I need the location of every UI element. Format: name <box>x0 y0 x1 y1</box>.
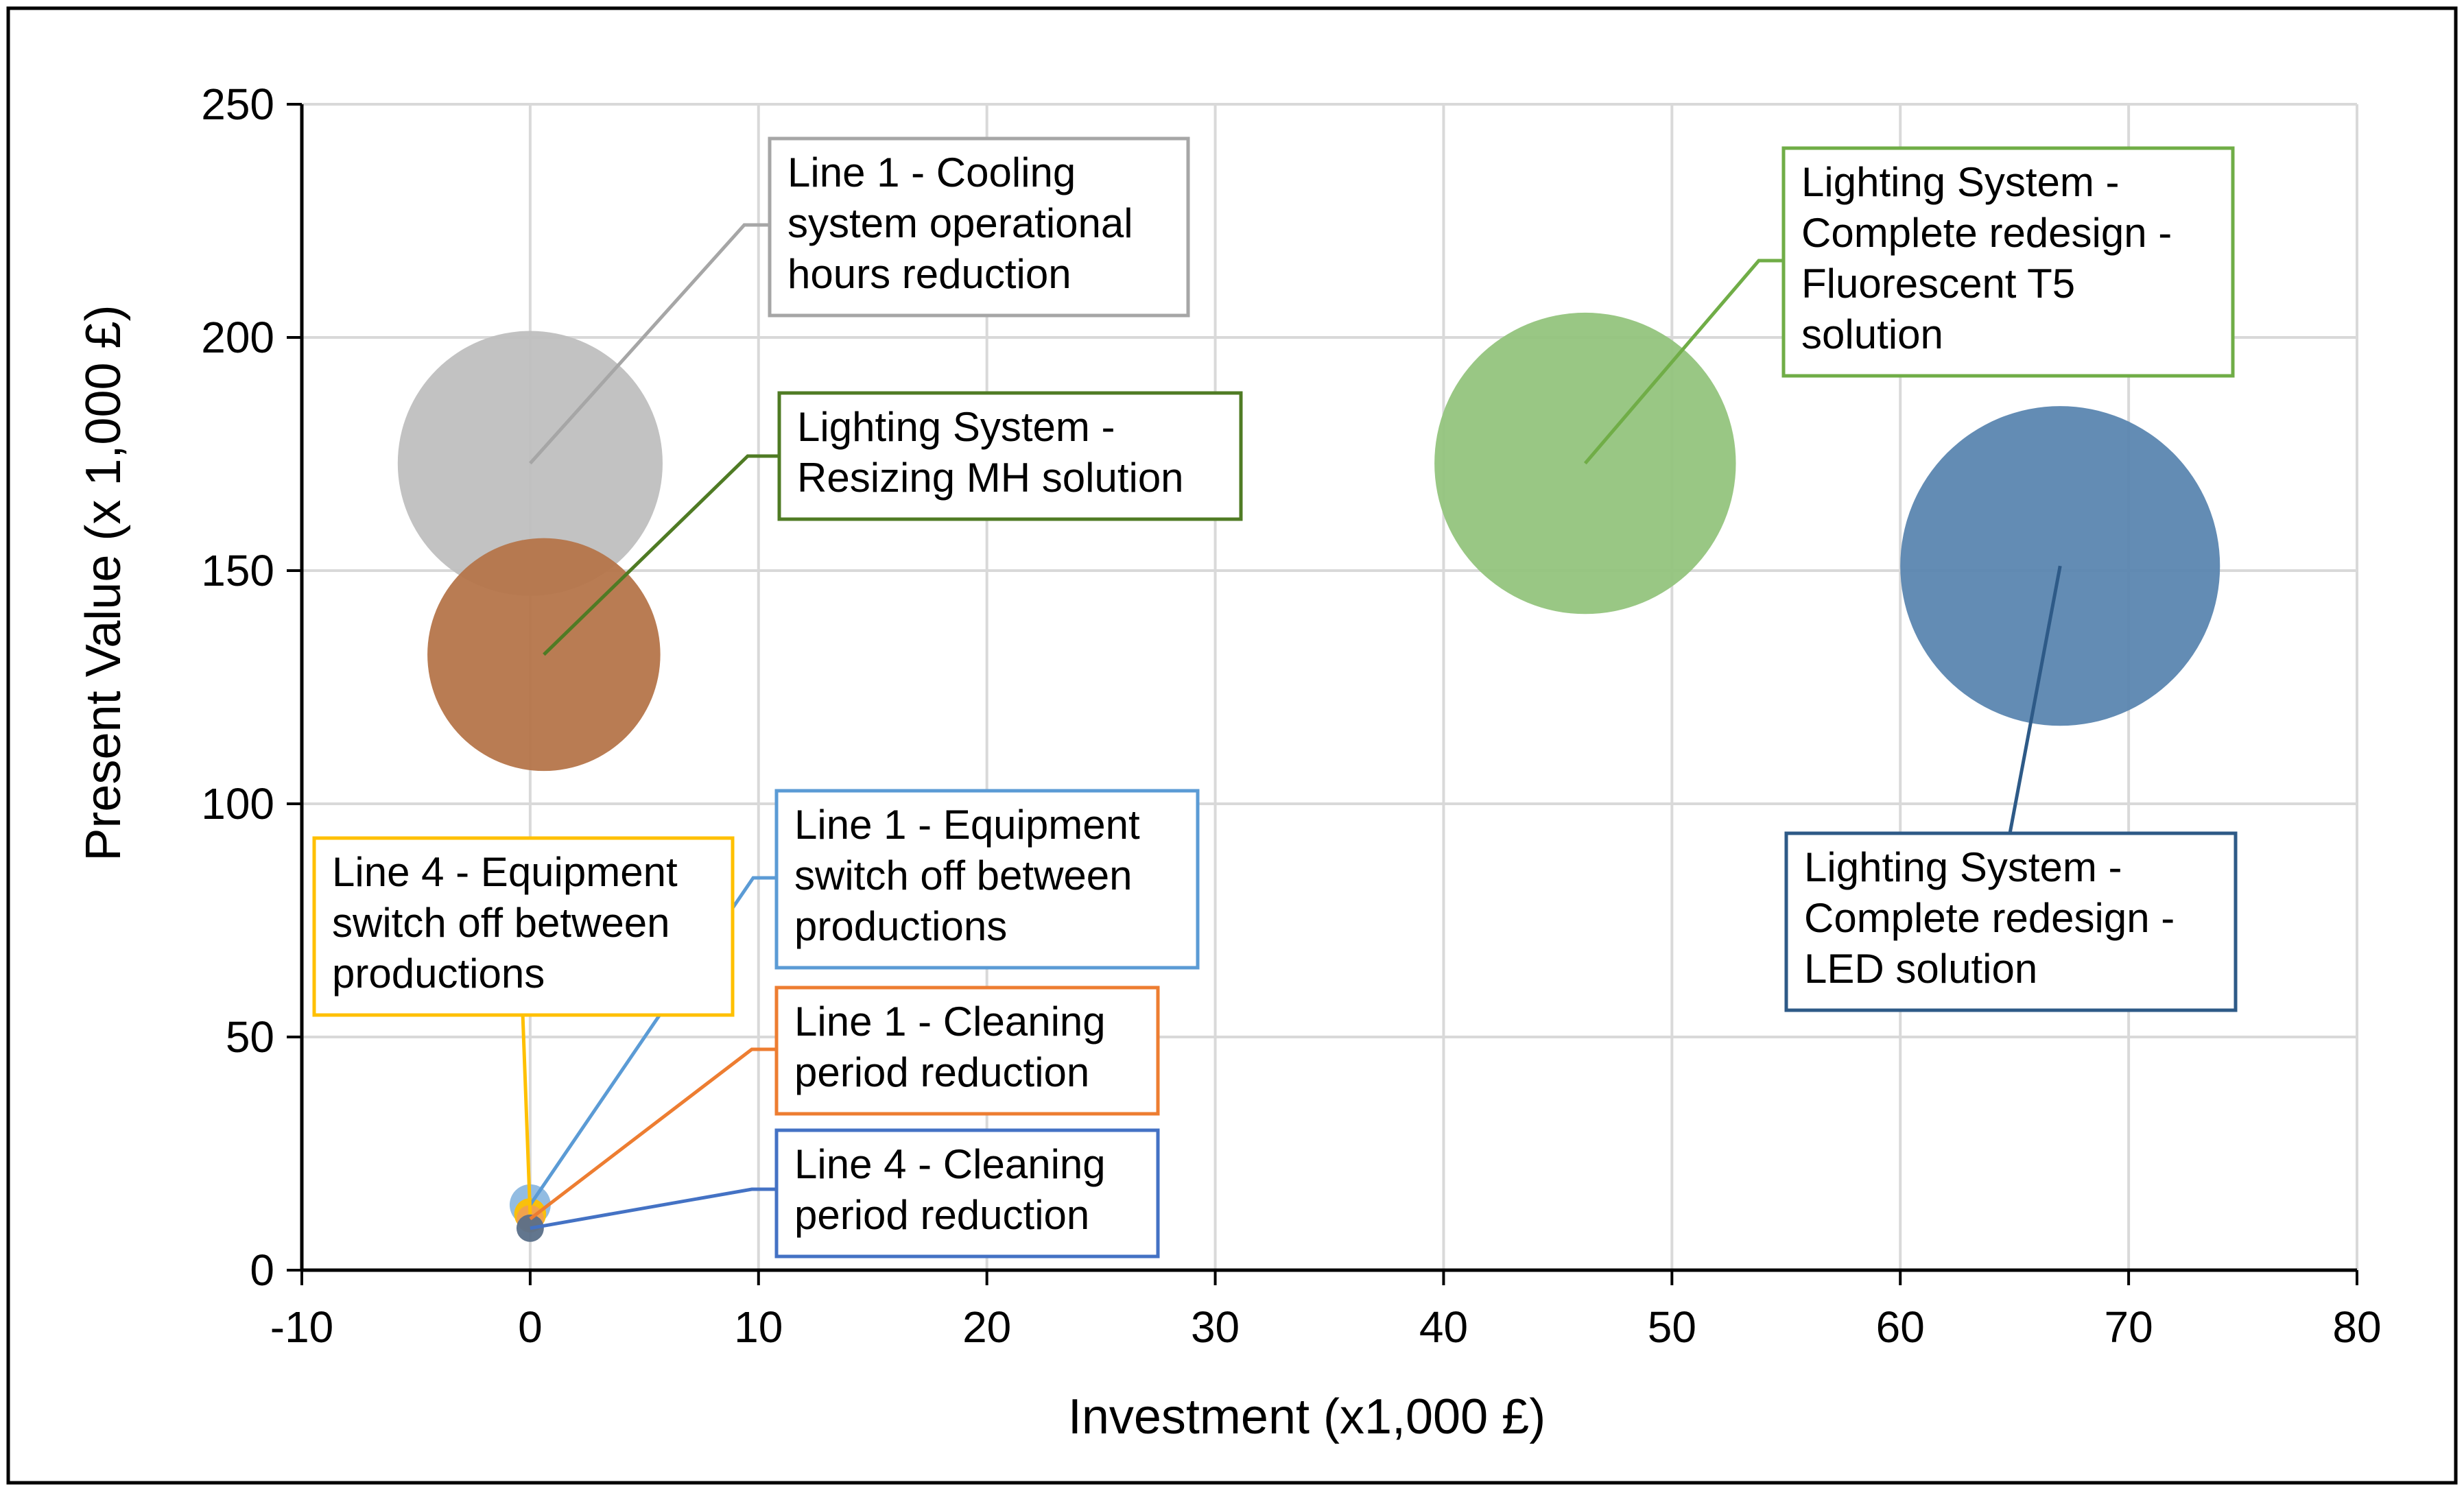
leader-line-8 <box>530 1187 777 1230</box>
y-axis-title: Present Value (x 1,000 £) <box>76 305 131 861</box>
leader-line-1 <box>529 223 770 465</box>
callout-label-line: switch off between <box>332 900 670 946</box>
callout-box-2 <box>777 391 1243 521</box>
x-tick-label: 70 <box>2105 1302 2153 1352</box>
callout-label-line: Line 1 - Equipment <box>794 802 1140 848</box>
bubbles <box>397 312 2220 1242</box>
callout-label-line: system operational <box>787 200 1133 246</box>
x-tick-label: 80 <box>2332 1302 2381 1352</box>
callout-label-line: Complete redesign - <box>1804 895 2175 941</box>
callout-label-line: Line 4 - Cleaning <box>794 1141 1106 1187</box>
callout-label-line: productions <box>794 903 1007 949</box>
callout-box-1 <box>768 136 1190 318</box>
x-tick-label: -10 <box>270 1302 334 1352</box>
y-tick-label: 150 <box>201 546 274 595</box>
callout-box-6 <box>312 836 735 1017</box>
x-tick-label: 50 <box>1648 1302 1696 1352</box>
x-tick-label: 40 <box>1419 1302 1468 1352</box>
callout-label-line: period reduction <box>794 1049 1089 1095</box>
leader-line-5 <box>528 876 777 1206</box>
callout-label-line: switch off between <box>794 852 1133 898</box>
x-tick-label: 20 <box>962 1302 1011 1352</box>
callout-label-line: Lighting System - <box>1804 844 2122 890</box>
bubble-4 <box>1900 406 2220 726</box>
leader-line-3 <box>1583 259 1784 465</box>
callout-label-line: Line 4 - Equipment <box>332 849 678 895</box>
leader-line-2 <box>543 454 779 656</box>
callout-box-4 <box>1784 831 2238 1012</box>
x-tick-label: 10 <box>734 1302 783 1352</box>
callout-box-5 <box>774 789 1200 970</box>
y-tick-label: 250 <box>201 80 274 129</box>
callout-label-line: Resizing MH solution <box>797 455 1184 501</box>
callout-box-8 <box>774 1128 1160 1259</box>
callout-label-line: LED solution <box>1804 946 2037 992</box>
x-tick-label: 30 <box>1191 1302 1240 1352</box>
callout-label-line: Lighting System - <box>797 404 1115 450</box>
callout-label-line: Line 1 - Cooling <box>787 150 1076 195</box>
callout-box-3 <box>1781 146 2235 378</box>
callout-label-line: productions <box>332 951 545 997</box>
y-tick-label: 50 <box>226 1012 274 1062</box>
callout-box-7 <box>774 986 1160 1116</box>
leader-line-7 <box>529 1047 777 1221</box>
x-tick-label: 0 <box>518 1302 543 1352</box>
axes: -10 0 10 20 30 40 50 60 70 80 0 50 100 150 200 250 <box>201 80 2381 1352</box>
x-tick-label: 60 <box>1876 1302 1925 1352</box>
leader-line-6 <box>521 1013 532 1215</box>
callout-label-line: hours reduction <box>787 251 1071 297</box>
callout-label-line: Complete redesign - <box>1801 210 2172 256</box>
callout-label-line: Line 1 - Cleaning <box>794 999 1106 1045</box>
leader-lines <box>521 223 2062 1230</box>
y-tick-label: 100 <box>201 779 274 828</box>
callout-label-line: period reduction <box>794 1192 1089 1238</box>
callout-label-line: solution <box>1801 311 1943 357</box>
y-tick-label: 200 <box>201 313 274 362</box>
callout-label-line: Lighting System - <box>1801 159 2120 205</box>
x-axis-title: Investment (x1,000 £) <box>1068 1389 1545 1444</box>
callout-label-line: Fluorescent T5 <box>1801 261 2075 307</box>
y-tick-label: 0 <box>250 1245 274 1295</box>
leader-line-4 <box>2008 565 2062 834</box>
callouts: Line 1 - Cooling system operational hours … <box>312 136 2238 1259</box>
